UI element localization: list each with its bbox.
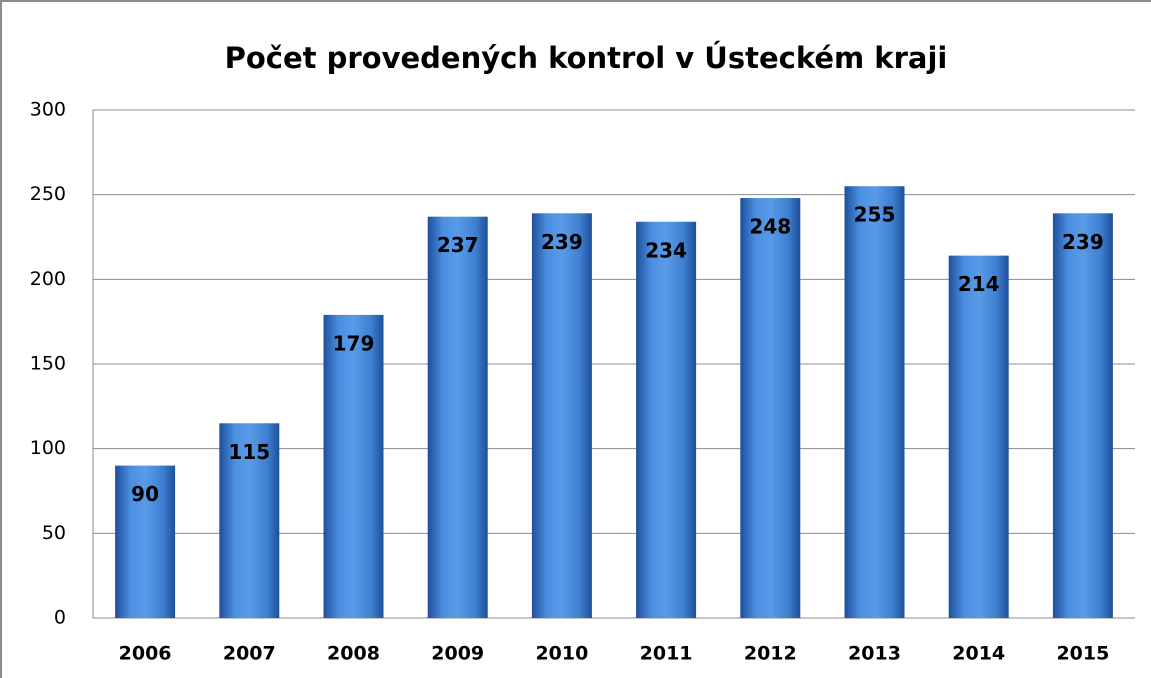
data-label: 179 bbox=[333, 331, 375, 355]
bar bbox=[219, 423, 280, 618]
bar bbox=[531, 213, 592, 618]
x-tick-label: 2009 bbox=[431, 643, 484, 665]
bar bbox=[740, 198, 801, 618]
data-label: 239 bbox=[541, 230, 583, 254]
x-tick-label: 2014 bbox=[952, 643, 1005, 665]
bar bbox=[948, 255, 1009, 619]
data-label: 234 bbox=[645, 238, 687, 262]
data-label: 115 bbox=[228, 440, 270, 464]
bar bbox=[1052, 213, 1113, 618]
y-tick-label: 150 bbox=[30, 353, 66, 375]
bar bbox=[844, 186, 905, 618]
x-tick-label: 2006 bbox=[119, 643, 172, 665]
x-tick-label: 2011 bbox=[640, 643, 693, 665]
bar bbox=[115, 465, 176, 618]
bar bbox=[636, 221, 697, 618]
x-tick-label: 2010 bbox=[535, 643, 588, 665]
y-tick-label: 200 bbox=[30, 268, 66, 290]
y-tick-label: 50 bbox=[42, 522, 66, 544]
y-tick-label: 0 bbox=[54, 607, 66, 629]
y-tick-label: 250 bbox=[30, 183, 66, 205]
x-tick-label: 2007 bbox=[223, 643, 276, 665]
y-tick-label: 300 bbox=[30, 99, 66, 121]
x-tick-label: 2015 bbox=[1056, 643, 1109, 665]
data-label: 248 bbox=[749, 215, 791, 239]
data-label: 255 bbox=[854, 203, 896, 227]
x-tick-label: 2008 bbox=[327, 643, 380, 665]
chart-title: Počet provedených kontrol v Ústeckém kra… bbox=[225, 41, 948, 75]
data-label: 239 bbox=[1062, 230, 1104, 254]
data-label: 90 bbox=[131, 482, 159, 506]
bar bbox=[427, 216, 488, 618]
x-tick-label: 2012 bbox=[744, 643, 797, 665]
data-label: 237 bbox=[437, 233, 479, 257]
bar bbox=[323, 314, 384, 618]
y-tick-label: 100 bbox=[30, 437, 66, 459]
data-label: 214 bbox=[958, 272, 1000, 296]
x-tick-label: 2013 bbox=[848, 643, 901, 665]
